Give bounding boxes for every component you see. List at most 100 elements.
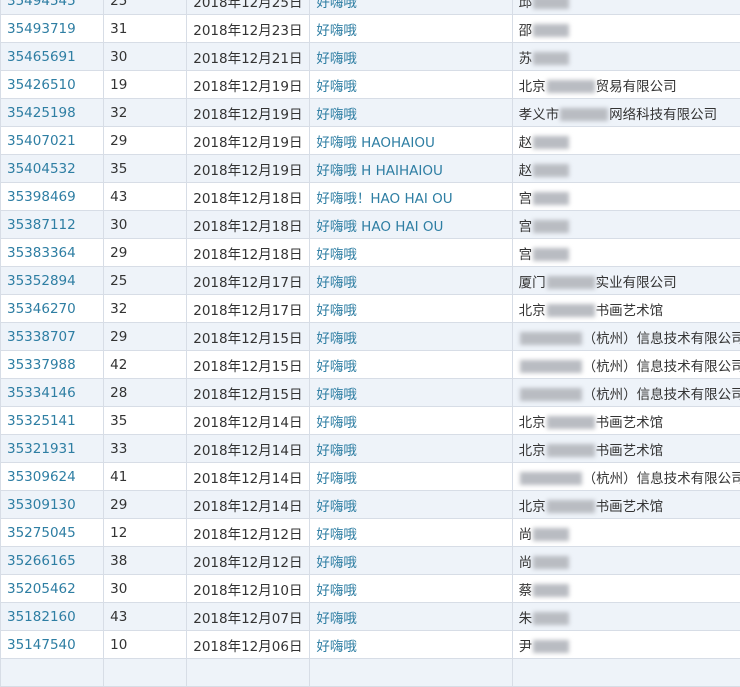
registration-number-link[interactable]: 35398469 [1, 183, 104, 211]
registration-number-link[interactable]: 35266165 [1, 547, 104, 575]
applicant-cell: 邱 [512, 0, 740, 15]
registration-number-link[interactable]: 35334146 [1, 379, 104, 407]
applicant-cell: 孝义市网络科技有限公司 [512, 99, 740, 127]
redacted-blur [533, 248, 569, 261]
registration-number-link[interactable]: 35346270 [1, 295, 104, 323]
registration-number-link[interactable]: 35205462 [1, 575, 104, 603]
trademark-name-link[interactable]: 好嗨哦 [310, 15, 512, 43]
class-cell: 29 [104, 491, 187, 519]
trademark-name-link[interactable]: 好嗨哦！HAO HAI OU [310, 183, 512, 211]
class-cell: 28 [104, 379, 187, 407]
date-cell: 2018年12月15日 [187, 351, 310, 379]
trademark-name-link[interactable]: 好嗨哦 HAOHAIOU [310, 127, 512, 155]
trademark-name-link[interactable]: 好嗨哦 [310, 71, 512, 99]
registration-number-link[interactable]: 35275045 [1, 519, 104, 547]
registration-number-link[interactable]: 35147540 [1, 631, 104, 659]
registration-number-link[interactable]: 35325141 [1, 407, 104, 435]
date-cell: 2018年12月23日 [187, 15, 310, 43]
date-cell: 2018年12月06日 [187, 631, 310, 659]
date-cell: 2018年12月18日 [187, 239, 310, 267]
trademark-name-link[interactable]: 好嗨哦 [310, 99, 512, 127]
trademark-name-link[interactable]: 好嗨哦 [310, 379, 512, 407]
redacted-blur [547, 304, 595, 317]
date-cell: 2018年12月15日 [187, 379, 310, 407]
applicant-suffix: 书画艺术馆 [596, 303, 664, 319]
trademark-name-link[interactable]: 好嗨哦 [310, 239, 512, 267]
trademark-name-link[interactable]: 好嗨哦 [310, 0, 512, 15]
applicant-prefix: 北京 [519, 303, 546, 319]
redacted-blur [520, 332, 582, 345]
redacted-blur [533, 52, 569, 65]
registration-number-link[interactable]: 35309130 [1, 491, 104, 519]
registration-number-link[interactable]: 35425198 [1, 99, 104, 127]
registration-number-link[interactable]: 35337988 [1, 351, 104, 379]
applicant-cell: 厦门实业有限公司 [512, 267, 740, 295]
redacted-blur [533, 0, 569, 9]
trademark-name-link[interactable]: 好嗨哦 [310, 323, 512, 351]
registration-number-link[interactable]: 35321931 [1, 435, 104, 463]
trademark-name-link[interactable]: 好嗨哦 [310, 491, 512, 519]
trademark-name-link[interactable] [310, 659, 512, 687]
date-cell: 2018年12月10日 [187, 575, 310, 603]
trademark-name-link[interactable]: 好嗨哦 [310, 435, 512, 463]
trademark-name-link[interactable]: 好嗨哦 H HAIHAIOU [310, 155, 512, 183]
registration-number-link[interactable]: 35426510 [1, 71, 104, 99]
applicant-prefix: 厦门 [519, 275, 546, 291]
registration-number-link[interactable]: 35338707 [1, 323, 104, 351]
trademark-name-link[interactable]: 好嗨哦 [310, 463, 512, 491]
registration-number-link[interactable]: 35465691 [1, 43, 104, 71]
class-cell: 38 [104, 547, 187, 575]
trademark-name-link[interactable]: 好嗨哦 [310, 575, 512, 603]
date-cell: 2018年12月15日 [187, 323, 310, 351]
table-row [1, 659, 740, 687]
class-cell: 35 [104, 407, 187, 435]
applicant-cell [512, 659, 740, 687]
registration-number-link[interactable]: 35383364 [1, 239, 104, 267]
trademark-name-link[interactable]: 好嗨哦 [310, 351, 512, 379]
date-cell: 2018年12月14日 [187, 491, 310, 519]
registration-number-link[interactable]: 35182160 [1, 603, 104, 631]
trademark-name-link[interactable]: 好嗨哦 [310, 547, 512, 575]
date-cell: 2018年12月17日 [187, 295, 310, 323]
applicant-cell: （杭州）信息技术有限公司 [512, 351, 740, 379]
registration-number-link[interactable]: 35407021 [1, 127, 104, 155]
registration-number-link[interactable]: 35352894 [1, 267, 104, 295]
redacted-blur [533, 556, 569, 569]
redacted-blur [520, 360, 582, 373]
registration-number-link[interactable]: 35494545 [1, 0, 104, 15]
applicant-prefix: 孝义市 [519, 107, 560, 123]
applicant-cell: 宫 [512, 211, 740, 239]
registration-number-link[interactable]: 35493719 [1, 15, 104, 43]
applicant-suffix: （杭州）信息技术有限公司 [583, 359, 740, 375]
trademark-name-link[interactable]: 好嗨哦 [310, 295, 512, 323]
applicant-cell: 赵 [512, 155, 740, 183]
trademark-name-link[interactable]: 好嗨哦 [310, 603, 512, 631]
redacted-blur [547, 444, 595, 457]
trademark-name-link[interactable]: 好嗨哦 [310, 267, 512, 295]
applicant-prefix: 尚 [519, 555, 533, 571]
applicant-cell: 北京书画艺术馆 [512, 435, 740, 463]
class-cell: 30 [104, 43, 187, 71]
date-cell: 2018年12月18日 [187, 211, 310, 239]
trademark-name-link[interactable]: 好嗨哦 [310, 631, 512, 659]
applicant-prefix: 尹 [519, 639, 533, 655]
trademark-name-link[interactable]: 好嗨哦 HAO HAI OU [310, 211, 512, 239]
trademark-name-link[interactable]: 好嗨哦 [310, 407, 512, 435]
trademark-name-link[interactable]: 好嗨哦 [310, 43, 512, 71]
applicant-prefix: 宫 [519, 219, 533, 235]
registration-number-link[interactable]: 35387112 [1, 211, 104, 239]
registration-number-link[interactable] [1, 659, 104, 687]
class-cell: 43 [104, 183, 187, 211]
redacted-blur [560, 108, 608, 121]
registration-number-link[interactable]: 35309624 [1, 463, 104, 491]
registration-number-link[interactable]: 35404532 [1, 155, 104, 183]
trademark-name-link[interactable]: 好嗨哦 [310, 519, 512, 547]
class-cell: 19 [104, 71, 187, 99]
